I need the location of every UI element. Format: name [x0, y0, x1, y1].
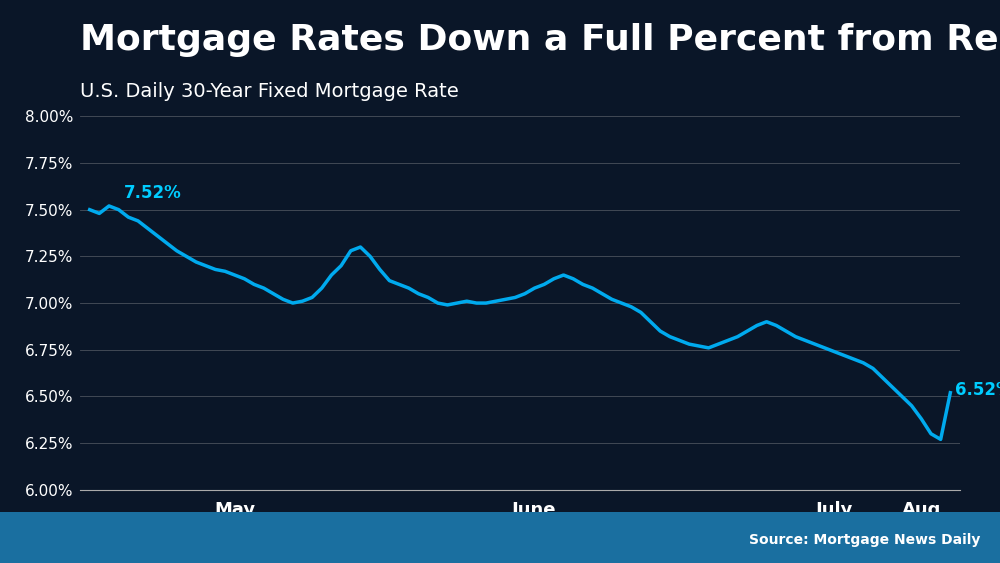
Text: 7.52%: 7.52%	[124, 185, 181, 203]
Text: U.S. Daily 30-Year Fixed Mortgage Rate: U.S. Daily 30-Year Fixed Mortgage Rate	[80, 82, 459, 101]
Text: Mortgage Rates Down a Full Percent from Recent High: Mortgage Rates Down a Full Percent from …	[80, 23, 1000, 56]
Text: 6.52%: 6.52%	[955, 381, 1000, 399]
Text: Source: Mortgage News Daily: Source: Mortgage News Daily	[749, 533, 980, 547]
